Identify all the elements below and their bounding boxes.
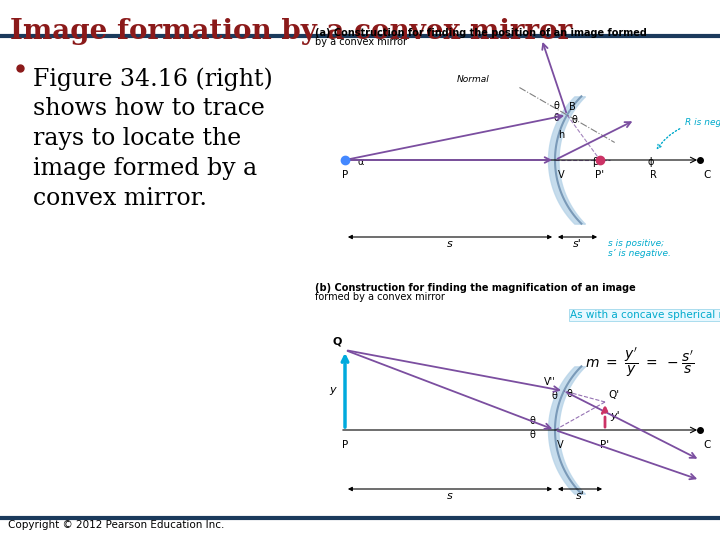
Text: θ: θ [530,416,536,426]
Text: (a) Construction for finding the position of an image formed: (a) Construction for finding the positio… [315,28,647,38]
Text: θ: θ [552,391,558,401]
Text: As with a concave spherical mirror,: As with a concave spherical mirror, [570,310,720,320]
Text: P': P' [595,170,605,180]
Text: Q': Q' [608,390,619,400]
Text: Normal: Normal [456,76,490,84]
Text: V: V [557,440,564,450]
Text: C: C [703,170,711,180]
Text: image formed by a: image formed by a [33,157,257,180]
Text: formed by a convex mirror: formed by a convex mirror [315,292,445,302]
Text: shows how to trace: shows how to trace [33,97,265,120]
Text: P': P' [600,440,610,450]
Text: $m\ =\ \dfrac{y'}{y}\ =\ -\dfrac{s'}{s}$: $m\ =\ \dfrac{y'}{y}\ =\ -\dfrac{s'}{s}$ [585,345,694,379]
Text: Copyright © 2012 Pearson Education Inc.: Copyright © 2012 Pearson Education Inc. [8,520,225,530]
Text: s': s' [573,239,582,249]
Text: rays to locate the: rays to locate the [33,127,241,150]
Text: Image formation by a convex mirror: Image formation by a convex mirror [10,18,572,45]
Text: θ: θ [530,430,536,440]
Text: V'': V'' [544,377,556,387]
Text: θ: θ [567,389,573,399]
Text: C: C [703,440,711,450]
Text: θ: θ [553,101,559,111]
Text: R: R [650,170,657,180]
Text: (b) Construction for finding the magnification of an image: (b) Construction for finding the magnifi… [315,283,636,293]
Text: R is negative.: R is negative. [657,118,720,149]
Text: Q: Q [333,337,342,347]
Text: s is positive;
s’ is negative.: s is positive; s’ is negative. [608,239,671,259]
Text: Figure 34.16 (right): Figure 34.16 (right) [33,67,273,91]
Text: y: y [330,385,336,395]
Text: B: B [569,102,576,112]
Text: by a convex mirror: by a convex mirror [315,37,407,47]
Text: ϕ: ϕ [647,157,654,167]
Text: P: P [342,440,348,450]
Text: s': s' [575,491,585,501]
Text: V: V [558,170,564,180]
Text: α: α [357,157,364,167]
Text: s: s [447,239,453,249]
Text: s: s [447,491,453,501]
Text: θ: θ [571,115,577,125]
Text: y': y' [610,411,620,421]
Text: β: β [592,157,598,167]
Text: P: P [342,170,348,180]
Text: θ: θ [553,113,559,123]
Text: convex mirror.: convex mirror. [33,187,207,210]
Text: h: h [558,130,564,139]
